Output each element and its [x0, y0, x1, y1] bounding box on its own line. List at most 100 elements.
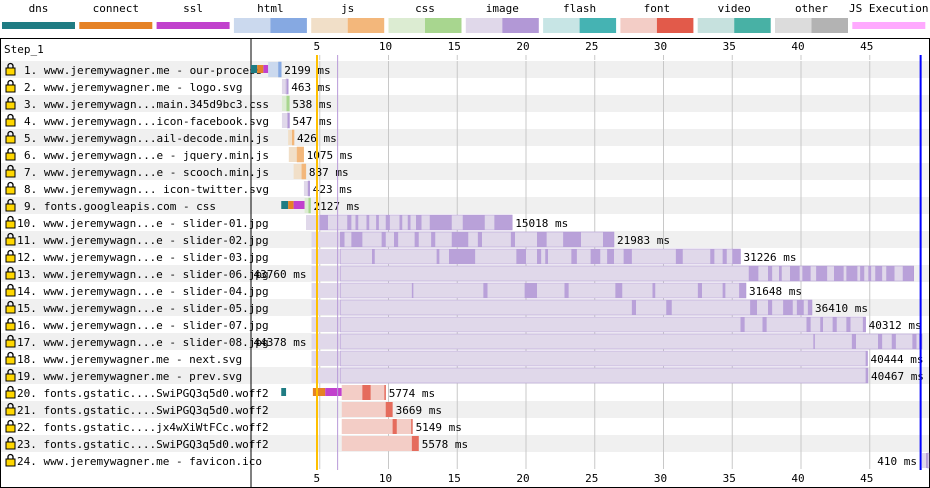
duration-label: 5774 ms — [389, 387, 435, 400]
download-chunk — [308, 181, 310, 196]
download-chunk — [675, 249, 683, 264]
legend-swatch-light — [388, 18, 425, 33]
request-label: 13. www.jeremywagn...e - slider-06.jpg — [17, 268, 269, 281]
download-chunk — [394, 232, 399, 247]
duration-label: 40312 ms — [869, 319, 922, 332]
request-label: 2. www.jeremywagner.me - logo.svg — [24, 81, 243, 94]
request-label: 5. www.jeremywagn...ail-decode.min.js — [24, 132, 269, 145]
download-chunk — [832, 317, 837, 332]
duration-label: 410 ms — [877, 455, 917, 468]
row-background — [1, 197, 929, 214]
download-chunk — [710, 249, 715, 264]
request-row: 17. www.jeremywagn...e - slider-08.jpg44… — [5, 333, 923, 350]
download-chunk — [603, 232, 614, 247]
download-chunk — [851, 334, 856, 349]
download-chunk — [451, 232, 469, 247]
download-chunk — [319, 215, 328, 230]
download-chunk — [524, 283, 537, 298]
request-label: 4. www.jeremywagn...icon-facebook.svg — [24, 115, 269, 128]
lock-icon — [5, 198, 16, 212]
download-chunk — [816, 266, 828, 281]
download-chunk — [875, 266, 883, 281]
request-label: 24. www.jeremywagner.me - favicon.ico — [17, 455, 262, 468]
legend-item-ssl: ssl — [156, 2, 230, 29]
download-chunk — [739, 283, 746, 298]
request-bar — [341, 402, 393, 417]
download-chunk — [292, 130, 295, 145]
lock-icon — [5, 368, 16, 382]
download-chunk — [431, 232, 436, 247]
request-label: 7. www.jeremywagn...e - scooch.min.js — [24, 166, 269, 179]
ssl-bar — [263, 65, 269, 73]
tick-label-bottom: 35 — [723, 472, 736, 485]
download-chunk — [376, 215, 379, 230]
ssl-bar — [293, 201, 305, 209]
legend-item-css: css — [388, 2, 462, 33]
request-row: 16. www.jeremywagn...e - slider-07.jpg 40… — [5, 316, 922, 333]
download-chunk — [449, 249, 476, 264]
duration-label: 31648 ms — [749, 285, 802, 298]
legend-swatch-dark — [425, 18, 462, 33]
request-label: 3. www.jeremywagn...main.345d9bc3.css — [24, 98, 269, 111]
download-chunk — [846, 266, 858, 281]
download-chunk — [477, 232, 482, 247]
download-chunk — [590, 249, 601, 264]
legend-swatch-dark — [734, 18, 771, 33]
download-bar — [340, 367, 869, 384]
duration-label: 5149 ms — [416, 421, 462, 434]
lock-icon — [5, 402, 16, 416]
legend-swatch-light — [543, 18, 580, 33]
connect-bar — [257, 65, 264, 73]
lock-icon — [5, 215, 16, 229]
lock-icon — [5, 385, 16, 399]
download-chunk — [865, 368, 868, 383]
request-row: 20. fonts.gstatic....SwiPGQ3q5d0.woff2 57… — [5, 385, 435, 400]
download-chunk — [288, 113, 290, 128]
download-chunk — [607, 249, 614, 264]
download-chunk — [783, 300, 793, 315]
download-chunk — [802, 266, 811, 281]
download-bar — [340, 350, 868, 367]
request-bar — [268, 62, 282, 77]
legend-label: video — [718, 2, 751, 15]
row-background — [1, 95, 929, 112]
download-chunk — [351, 232, 363, 247]
download-chunk — [722, 283, 726, 298]
legend-item-js: js — [311, 2, 385, 33]
step-label: Step_1 — [4, 43, 44, 56]
request-row: 6. www.jeremywagn...e - jquery.min.js 107… — [5, 146, 353, 163]
row-background — [1, 401, 929, 418]
download-chunk — [834, 266, 844, 281]
duration-label: 547 ms — [293, 115, 333, 128]
lock-icon — [5, 130, 16, 144]
request-label: 10. www.jeremywagn...e - slider-01.jpg — [17, 217, 269, 230]
request-label: 8. www.jeremywagn... icon-twitter.svg — [24, 183, 269, 196]
tick-label-top: 20 — [516, 40, 529, 53]
legend-swatch-light — [311, 18, 348, 33]
download-chunk — [762, 317, 767, 332]
legend-item-video: video — [697, 2, 771, 33]
download-chunk — [297, 147, 304, 162]
tick-label-top: 10 — [379, 40, 392, 53]
download-chunk — [545, 249, 548, 264]
download-chunk — [750, 300, 757, 315]
legend-item-other: other — [775, 2, 848, 33]
download-chunk — [697, 283, 702, 298]
download-chunk — [385, 402, 393, 417]
duration-label: 31226 ms — [744, 251, 797, 264]
download-chunk — [891, 334, 896, 349]
row-background — [1, 61, 929, 78]
lock-icon — [5, 317, 16, 331]
request-label: 1. www.jeremywagner.me - our-process — [24, 64, 262, 77]
lock-icon — [5, 283, 16, 297]
legend-swatch-dark — [579, 18, 617, 33]
duration-label: 43760 ms — [254, 268, 307, 281]
request-bar — [304, 198, 311, 213]
download-chunk — [748, 266, 759, 281]
request-label: 22. fonts.gstatic....jx4wXiWtFCc.woff2 — [17, 421, 269, 434]
download-chunk — [860, 266, 865, 281]
download-bar — [927, 452, 930, 469]
download-chunk — [462, 215, 485, 230]
lock-icon — [5, 62, 16, 76]
download-chunk — [392, 419, 397, 434]
